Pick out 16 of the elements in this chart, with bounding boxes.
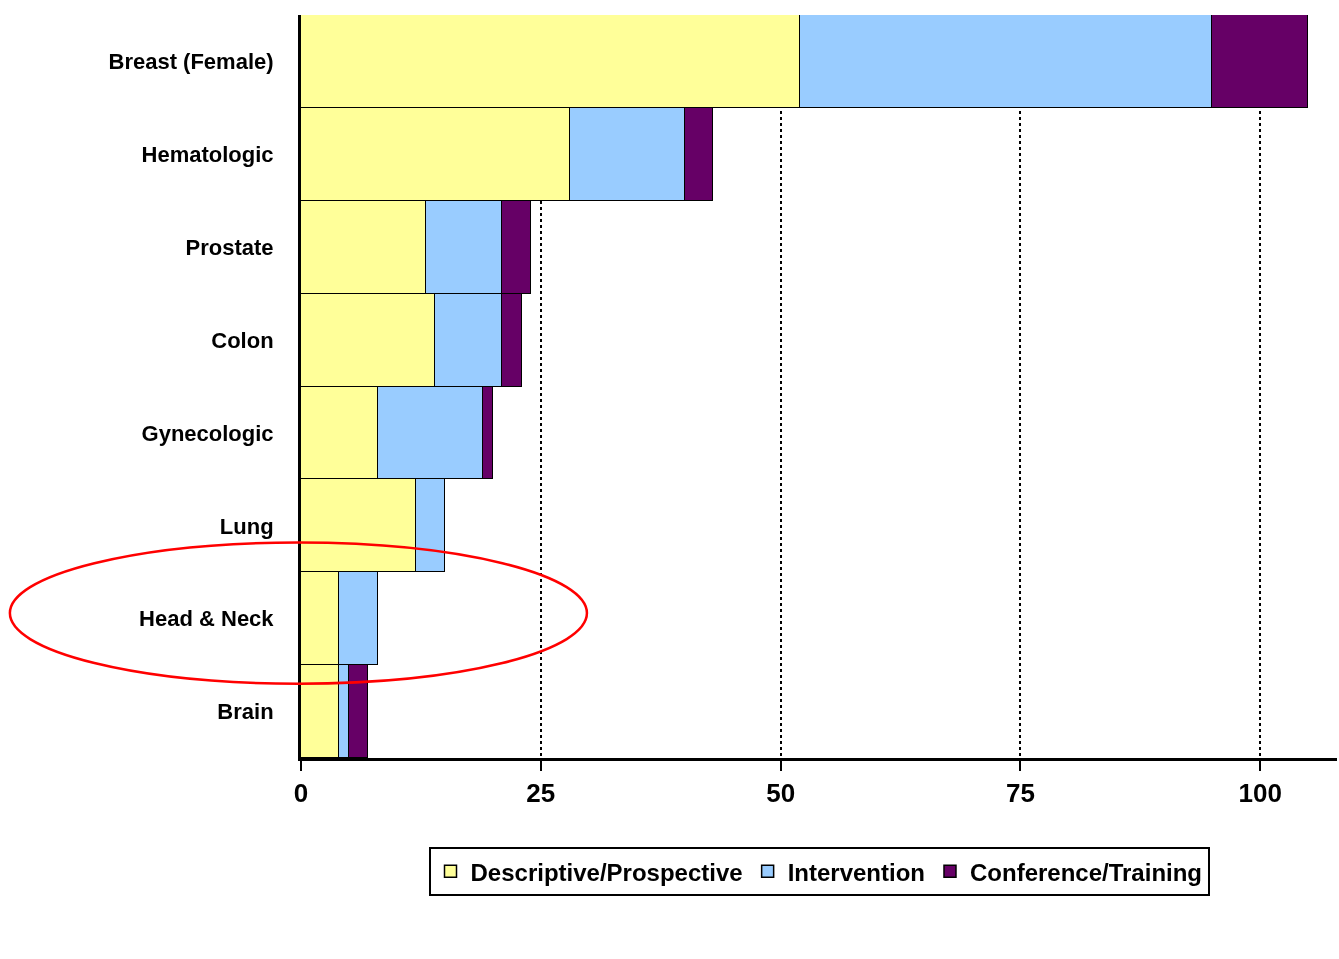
y-tick-label: Head & Neck bbox=[139, 606, 275, 632]
x-tick-label: 100 bbox=[1238, 778, 1282, 809]
y-tick-label: Colon bbox=[211, 327, 274, 353]
y-tick-label: Breast (Female) bbox=[108, 49, 274, 75]
legend-label: Conference/Training bbox=[969, 858, 1203, 886]
legend-label: Descriptive/Prospective bbox=[470, 858, 743, 886]
y-tick-label: Hematologic bbox=[141, 142, 274, 168]
x-tick-label: 50 bbox=[766, 778, 796, 809]
y-tick-label: Gynecologic bbox=[141, 420, 274, 446]
legend-label: Intervention bbox=[787, 858, 925, 886]
y-tick-label: Lung bbox=[219, 513, 274, 539]
x-tick-label: 25 bbox=[526, 778, 556, 809]
y-tick-label: Prostate bbox=[185, 234, 274, 260]
y-tick-label: Brain bbox=[217, 699, 274, 725]
x-tick-label: 75 bbox=[1005, 778, 1035, 809]
x-tick-label: 0 bbox=[293, 778, 309, 809]
